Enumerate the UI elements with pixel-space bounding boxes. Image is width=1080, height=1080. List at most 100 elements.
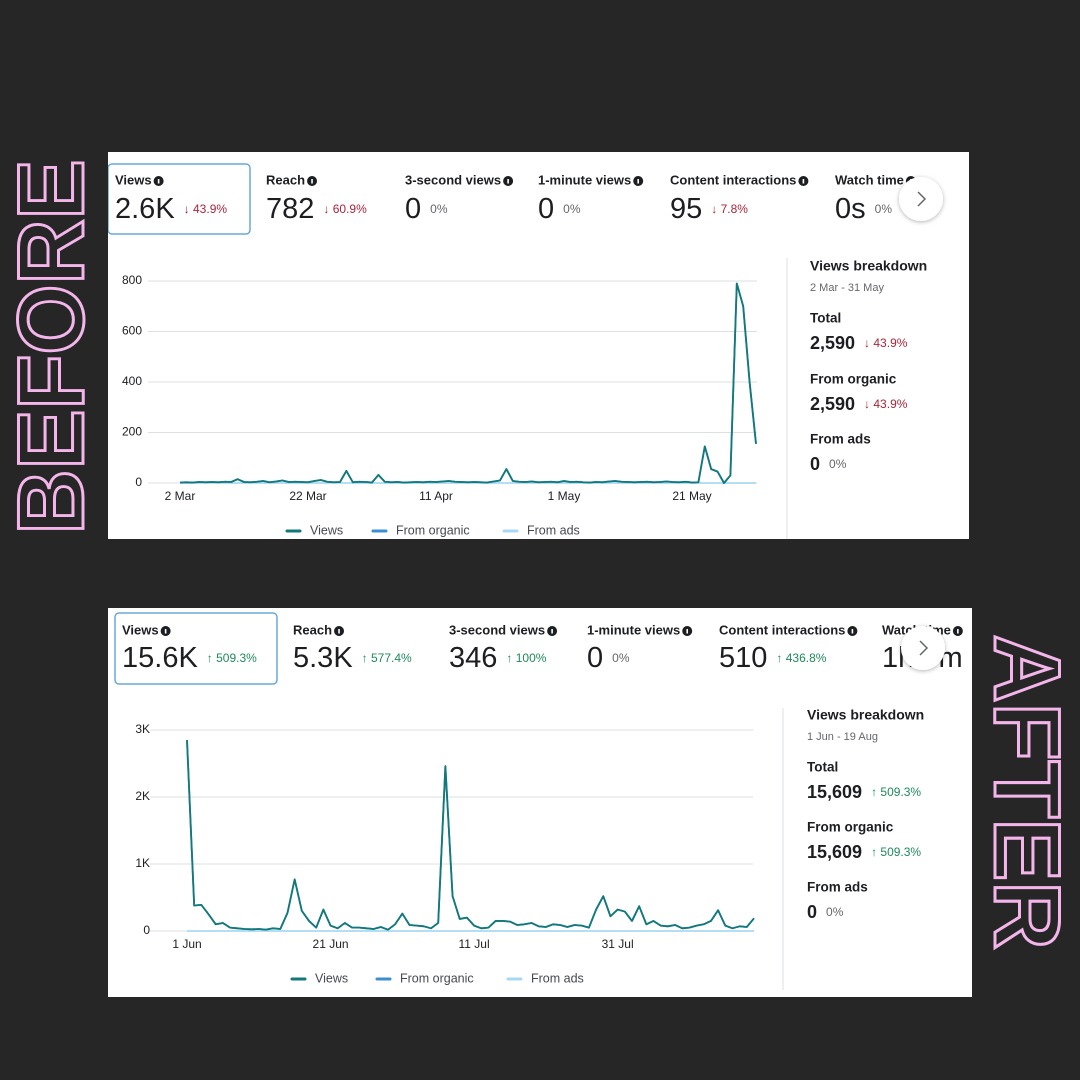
y-tick-label: 1K — [135, 856, 150, 870]
panel-content: Views 15.6K ↑ 509.3% Reach 5.3K ↑ 577.4% 3-sec… — [114, 612, 963, 990]
breakdown-label: From organic — [807, 820, 894, 835]
legend-label: Views — [310, 523, 343, 537]
next-arrow — [917, 191, 927, 207]
metric-change: 0% — [875, 202, 893, 216]
y-tick-label: 400 — [122, 374, 142, 388]
metric-label: 3-second views — [405, 172, 501, 187]
panel-tag: BEFORE — [0, 160, 103, 535]
x-tick-label: 1 Jun — [172, 937, 201, 951]
selected-metric-box — [108, 163, 251, 235]
breakdown-value: 15,609 ↑ 509.3% — [807, 782, 921, 802]
breakdown-value: 15,609 ↑ 509.3% — [807, 842, 921, 862]
metric-value: 0 0% — [587, 642, 630, 674]
metric-label: Content interactions — [719, 622, 845, 637]
metric-change: 0% — [430, 202, 448, 216]
breakdown-change: ↓ 43.9% — [864, 336, 908, 350]
breakdown-change: ↑ 509.3% — [871, 785, 921, 799]
breakdown-value: 2,590 ↓ 43.9% — [810, 394, 908, 414]
metric-label: Watch time — [835, 172, 904, 187]
x-tick-label: 11 Apr — [419, 489, 453, 503]
metric-change: ↓ 43.9% — [184, 202, 228, 216]
info-icon-dot — [686, 629, 689, 634]
legend-label: From organic — [400, 971, 474, 985]
selected-metric-box — [114, 612, 278, 685]
y-tick-label: 0 — [143, 923, 150, 937]
metric-change: 0% — [563, 202, 581, 216]
metric-label: Reach — [266, 172, 305, 187]
metric-change: 0% — [612, 651, 630, 665]
breakdown-label: Total — [807, 760, 838, 775]
breakdown-value-number: 0 — [810, 454, 820, 474]
metric-value-number: 95 — [670, 193, 702, 225]
metric-value-number: 782 — [266, 193, 314, 225]
x-tick-label: 1 May — [548, 489, 581, 503]
y-tick-label: 200 — [122, 425, 142, 439]
y-tick-label: 3K — [135, 722, 150, 736]
metric-label: 1-minute views — [587, 622, 680, 637]
x-tick-label: 31 Jul — [602, 937, 634, 951]
next-arrow — [919, 640, 929, 656]
info-icon-dot — [637, 179, 640, 184]
metric-change: ↑ 509.3% — [207, 651, 257, 665]
legend-label: Views — [315, 971, 348, 985]
info-icon-dot — [338, 629, 340, 634]
info-icon-dot — [164, 629, 167, 634]
metric-value-number: 2.6K — [115, 193, 175, 225]
metric-value: 15.6K ↑ 509.3% — [122, 642, 257, 674]
x-tick-label: 22 Mar — [289, 489, 326, 503]
breakdown-value-number: 0 — [807, 902, 817, 922]
metric-value: 510 ↑ 436.8% — [719, 642, 827, 674]
breakdown-label: From organic — [810, 372, 897, 387]
metric-change: ↑ 577.4% — [362, 651, 412, 665]
breakdown-label: From ads — [810, 432, 871, 447]
metric-value: 0 0% — [538, 193, 581, 225]
metric-label: Views — [122, 622, 159, 637]
metric-value-number: 0 — [405, 193, 421, 225]
x-tick-label: 21 May — [672, 489, 711, 503]
breakdown-value-number: 2,590 — [810, 333, 855, 353]
metric-label: Views — [115, 172, 152, 187]
series-line — [179, 282, 757, 484]
metric-label: Reach — [293, 622, 332, 637]
breakdown-change: ↓ 43.9% — [864, 397, 908, 411]
metric-value: 95 ↓ 7.8% — [670, 193, 748, 225]
metric-value-number: 510 — [719, 642, 767, 674]
metric-value: 346 ↑ 100% — [449, 642, 547, 674]
panel-card — [108, 152, 969, 539]
next-button[interactable] — [901, 626, 945, 670]
metric-value-number: 346 — [449, 642, 497, 674]
metric-change: ↓ 7.8% — [711, 202, 748, 216]
breakdown-label: From ads — [807, 880, 868, 895]
metric-label: Content interactions — [670, 172, 796, 187]
info-icon-dot — [851, 629, 854, 634]
x-tick-label: 21 Jun — [313, 937, 349, 951]
legend-label: From ads — [531, 971, 584, 985]
info-icon-dot — [157, 179, 160, 184]
legend-label: From ads — [527, 523, 580, 537]
info-icon-dot — [802, 179, 805, 184]
y-tick-label: 600 — [122, 324, 142, 338]
metric-value: 0 0% — [405, 193, 448, 225]
metric-value-number: 0 — [587, 642, 603, 674]
breakdown-title: Views breakdown — [810, 258, 927, 274]
metric-value: 5.3K ↑ 577.4% — [293, 642, 412, 674]
breakdown-value-number: 2,590 — [810, 394, 855, 414]
metric-value-number: 0 — [538, 193, 554, 225]
info-icon-dot — [311, 179, 313, 184]
metric-value-number: 0s — [835, 193, 866, 225]
info-icon-dot — [957, 629, 959, 634]
breakdown-label: Total — [810, 311, 841, 326]
breakdown-range: 2 Mar - 31 May — [810, 282, 884, 294]
breakdown-value-number: 15,609 — [807, 782, 862, 802]
breakdown-change: ↑ 509.3% — [871, 845, 921, 859]
breakdown-value: 0 0% — [810, 454, 847, 474]
next-button[interactable] — [899, 177, 943, 221]
breakdown-value: 2,590 ↓ 43.9% — [810, 333, 908, 353]
metric-change: ↑ 100% — [506, 651, 546, 665]
x-tick-label: 2 Mar — [165, 489, 196, 503]
metric-value-number: 15.6K — [122, 642, 198, 674]
info-icon-dot — [507, 179, 509, 184]
y-tick-label: 800 — [122, 273, 142, 287]
series-line — [186, 740, 755, 931]
